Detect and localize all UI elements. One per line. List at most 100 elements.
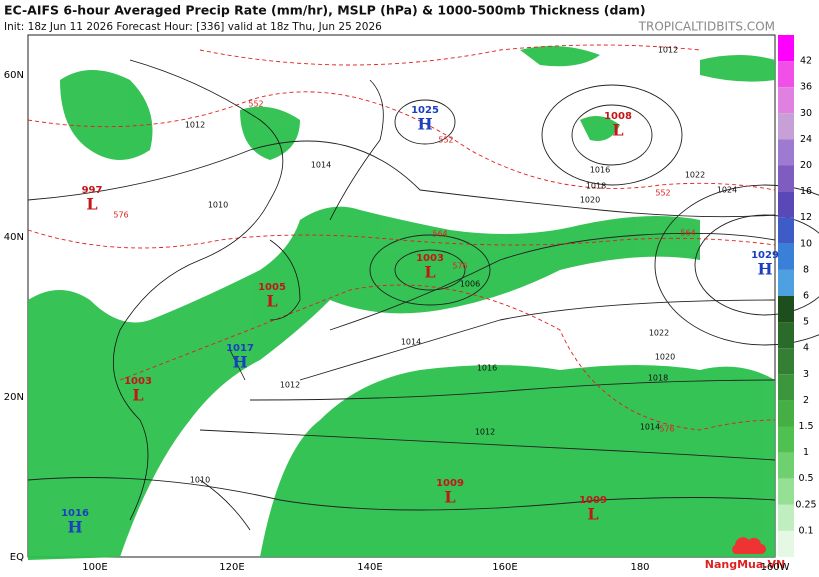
isobar-label: 1012 — [475, 428, 495, 437]
colorbar-label: 4 — [803, 343, 809, 354]
colorbar-swatch — [778, 113, 794, 140]
isobar-label: 1020 — [580, 196, 600, 205]
center-pressure: 1017 — [226, 343, 254, 354]
thickness-label: 576 — [452, 262, 467, 271]
lat-label: 20N — [4, 392, 24, 403]
isobar-label: 1012 — [185, 121, 205, 130]
center-symbol: H — [67, 518, 82, 537]
isobar-label: 1010 — [208, 201, 228, 210]
colorbar-label: 6 — [803, 291, 809, 302]
colorbar-swatch — [778, 269, 794, 296]
colorbar-label: 0.1 — [798, 525, 813, 536]
colorbar-label: 30 — [800, 108, 812, 119]
isobar-label: 1022 — [649, 329, 669, 338]
thickness-label: 564 — [432, 230, 447, 239]
colorbar-swatch — [778, 322, 794, 349]
center-pressure: 1003 — [416, 253, 444, 264]
colorbar-swatch — [778, 243, 794, 270]
thickness-label: 564 — [680, 229, 695, 238]
colorbar-label: 20 — [800, 160, 812, 171]
center-pressure: 1009 — [579, 495, 607, 506]
isobar-label: 1010 — [190, 476, 210, 485]
colorbar-swatch — [778, 478, 794, 505]
thickness-label: 576 — [659, 425, 674, 434]
center-pressure: 1005 — [258, 282, 286, 293]
center-pressure: 1008 — [604, 111, 632, 122]
isobar-label: 1020 — [655, 353, 675, 362]
colorbar-label: 42 — [800, 56, 812, 67]
center-symbol: L — [444, 488, 455, 507]
center-symbol: H — [417, 115, 432, 134]
lon-label: 160W — [761, 562, 790, 573]
colorbar-swatch — [778, 426, 794, 453]
site: TROPICALTIDBITS.COM — [638, 20, 775, 34]
lon-label: 120E — [219, 562, 244, 573]
colorbar-label: 24 — [800, 134, 812, 145]
colorbar-label: 2 — [803, 395, 809, 406]
colorbar-label: 36 — [800, 82, 812, 93]
colorbar-swatch — [778, 87, 794, 114]
lon-label: 180 — [630, 562, 649, 573]
colorbar-label: 16 — [800, 186, 812, 197]
isobar-label: 1014 — [640, 423, 660, 432]
isobar-label: 1012 — [658, 46, 678, 55]
map-area — [27, 34, 819, 560]
colorbar-swatch — [778, 530, 794, 557]
colorbar-label: 8 — [803, 264, 809, 275]
lon-label: 160E — [492, 562, 517, 573]
isobar-label: 1014 — [311, 161, 331, 170]
center-pressure: 1029 — [751, 250, 779, 261]
colorbar-label: 1.5 — [798, 421, 813, 432]
isobar-label: 1018 — [586, 182, 606, 191]
colorbar-swatch — [778, 374, 794, 401]
center-pressure: 1009 — [436, 478, 464, 489]
lat-label: 60N — [4, 70, 24, 81]
isobar-label: 1014 — [401, 338, 421, 347]
subtitle: Init: 18z Jun 11 2026 Forecast Hour: [33… — [4, 21, 382, 33]
isobar-label: 1012 — [280, 381, 300, 390]
center-symbol: L — [612, 121, 623, 140]
colorbar-label: 12 — [800, 212, 812, 223]
lat-label: 40N — [4, 232, 24, 243]
center-symbol: L — [132, 386, 143, 405]
center-pressure: 997 — [82, 185, 103, 196]
isobar-label: 1022 — [685, 171, 705, 180]
colorbar-swatch — [778, 504, 794, 531]
colorbar-swatch — [778, 191, 794, 218]
colorbar-label: 0.5 — [798, 473, 813, 484]
center-pressure: 1016 — [61, 508, 89, 519]
isobar-label: 1024 — [717, 186, 737, 195]
watermark-logo: NangMua.VN — [705, 537, 785, 571]
watermark: NangMua.VN — [705, 558, 785, 571]
center-symbol: H — [232, 353, 247, 372]
center-symbol: L — [86, 195, 97, 214]
colorbar-swatch — [778, 61, 794, 88]
center-pressure: 1003 — [124, 376, 152, 387]
center-symbol: L — [587, 505, 598, 524]
colorbar-label: 1 — [803, 447, 809, 458]
thickness-label: 552 — [655, 189, 670, 198]
colorbar-swatch — [778, 348, 794, 375]
center-symbol: H — [757, 260, 772, 279]
colorbar-swatch — [778, 296, 794, 323]
lon-label: 100E — [82, 562, 107, 573]
colorbar: 42 36 30 24 20 16 12 10 8 6 5 4 3 2 1.5 1 0.5 0.25 0.1 — [778, 35, 817, 557]
colorbar-swatch — [778, 400, 794, 427]
thickness-label: 552 — [438, 136, 453, 145]
colorbar-label: 5 — [803, 317, 809, 328]
title: EC-AIFS 6-hour Averaged Precip Rate (mm/… — [4, 3, 646, 18]
center-symbol: L — [424, 263, 435, 282]
thickness-label: 576 — [113, 211, 128, 220]
center-pressure: 1025 — [411, 105, 439, 116]
isobar-label: 1016 — [590, 166, 610, 175]
colorbar-label: 0.25 — [795, 499, 816, 510]
colorbar-swatch — [778, 35, 794, 62]
lat-label: EQ — [10, 552, 24, 563]
thickness-label: 552 — [248, 100, 263, 109]
lon-label: 140E — [357, 562, 382, 573]
isobar-label: 1016 — [477, 364, 497, 373]
colorbar-label: 3 — [803, 369, 809, 380]
center-symbol: L — [266, 292, 277, 311]
colorbar-swatch — [778, 165, 794, 192]
